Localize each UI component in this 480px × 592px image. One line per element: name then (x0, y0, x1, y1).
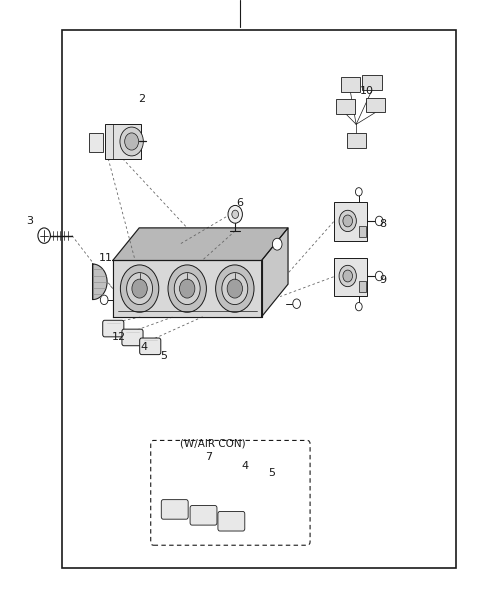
Circle shape (343, 215, 352, 227)
FancyBboxPatch shape (140, 338, 161, 355)
Text: 10: 10 (360, 86, 374, 96)
Circle shape (339, 265, 356, 287)
Polygon shape (113, 260, 262, 317)
FancyBboxPatch shape (151, 440, 310, 545)
Circle shape (125, 133, 139, 150)
Text: 9: 9 (379, 275, 386, 285)
FancyBboxPatch shape (366, 98, 385, 112)
Circle shape (120, 265, 159, 312)
Circle shape (228, 205, 242, 223)
FancyBboxPatch shape (161, 500, 188, 519)
Circle shape (375, 216, 383, 226)
Circle shape (100, 295, 108, 304)
Text: 4: 4 (141, 342, 147, 352)
Circle shape (232, 210, 239, 218)
Text: 6: 6 (237, 198, 243, 208)
Circle shape (222, 272, 248, 304)
FancyBboxPatch shape (89, 133, 103, 152)
FancyBboxPatch shape (334, 258, 367, 296)
Text: (W/AIR CON): (W/AIR CON) (180, 438, 246, 448)
FancyBboxPatch shape (334, 202, 367, 241)
Text: 4: 4 (241, 461, 248, 471)
Circle shape (227, 279, 242, 298)
Circle shape (174, 272, 200, 304)
FancyBboxPatch shape (347, 133, 366, 148)
Circle shape (293, 299, 300, 308)
Text: 7: 7 (205, 452, 212, 462)
Text: 2: 2 (138, 94, 145, 104)
Circle shape (120, 127, 144, 156)
Text: 5: 5 (268, 468, 275, 478)
Circle shape (127, 272, 153, 304)
Circle shape (38, 228, 50, 243)
FancyBboxPatch shape (359, 281, 366, 292)
Circle shape (272, 238, 282, 250)
Circle shape (168, 265, 206, 312)
Text: 11: 11 (98, 253, 113, 263)
Polygon shape (93, 264, 107, 300)
FancyBboxPatch shape (218, 511, 245, 531)
Text: 5: 5 (161, 351, 168, 361)
Circle shape (355, 188, 362, 196)
FancyBboxPatch shape (122, 329, 143, 346)
FancyBboxPatch shape (103, 320, 124, 337)
Circle shape (132, 279, 147, 298)
Circle shape (180, 279, 195, 298)
FancyBboxPatch shape (362, 75, 382, 90)
Circle shape (216, 265, 254, 312)
FancyBboxPatch shape (190, 506, 217, 525)
Circle shape (355, 303, 362, 311)
Text: 8: 8 (379, 219, 386, 229)
FancyBboxPatch shape (105, 124, 141, 159)
Polygon shape (113, 228, 288, 260)
Circle shape (375, 271, 383, 281)
Polygon shape (262, 228, 288, 317)
FancyBboxPatch shape (341, 77, 360, 92)
FancyBboxPatch shape (336, 99, 355, 114)
FancyBboxPatch shape (359, 226, 366, 237)
Text: 12: 12 (112, 332, 126, 342)
Text: 3: 3 (26, 216, 33, 226)
Circle shape (343, 270, 352, 282)
Circle shape (339, 210, 356, 231)
FancyBboxPatch shape (62, 30, 456, 568)
